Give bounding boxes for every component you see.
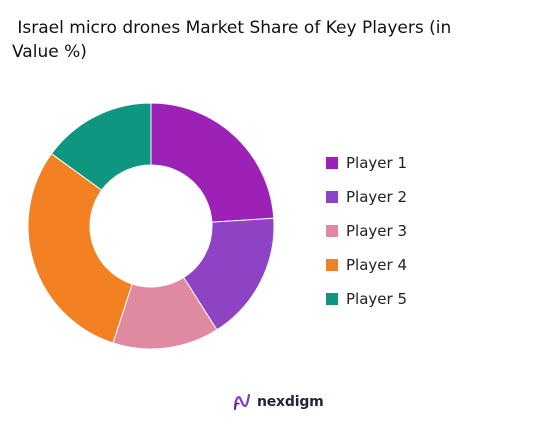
legend-label-player-1: Player 1 [346,154,407,172]
legend-swatch-player-5 [326,293,338,305]
brand-mark: nexdigm [232,392,324,412]
pie-slice-player-4 [27,153,133,344]
pie-slice-player-5 [50,102,152,191]
brand-name: nexdigm [257,394,324,410]
legend-item-player-2: Player 2 [326,180,407,214]
legend-swatch-player-3 [326,225,338,237]
legend-swatch-player-2 [326,191,338,203]
legend-label-player-5: Player 5 [346,290,407,308]
legend-item-player-3: Player 3 [326,214,407,248]
legend-label-player-3: Player 3 [346,222,407,240]
chart-title: Israel micro drones Market Share of Key … [12,18,452,62]
legend-item-player-1: Player 1 [326,146,407,180]
legend-label-player-4: Player 4 [346,256,407,274]
chart-legend: Player 1 Player 2 Player 3 Player 4 Player 5 [326,146,407,316]
nexdigm-logo-icon [233,393,251,411]
legend-item-player-4: Player 4 [326,248,407,282]
legend-swatch-player-1 [326,157,338,169]
legend-item-player-5: Player 5 [326,282,407,316]
legend-swatch-player-4 [326,259,338,271]
pie-slice-player-1 [150,102,275,223]
legend-label-player-2: Player 2 [346,188,407,206]
